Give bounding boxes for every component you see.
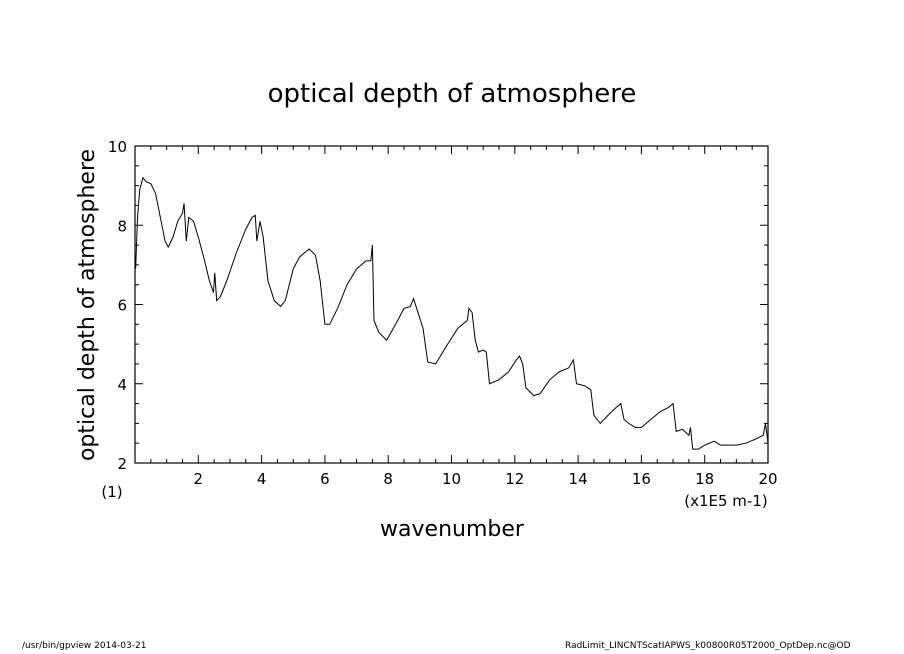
x-tick-label: 20 [758, 470, 777, 488]
x-tick-label: 8 [383, 470, 393, 488]
y-tick-label: 4 [117, 376, 127, 394]
plot-frame [134, 145, 769, 464]
x-tick-label: 18 [695, 470, 714, 488]
x-tick-label: 12 [505, 470, 524, 488]
footer-left: /usr/bin/gpview 2014-03-21 [22, 641, 147, 651]
y-tick-label: 2 [117, 455, 127, 473]
y-axis-label: optical depth of atmosphere [75, 149, 100, 461]
x-tick-label: 14 [569, 470, 588, 488]
chart-title: optical depth of atmosphere [268, 79, 637, 109]
x-tick-label: 16 [632, 470, 651, 488]
x-tick-labels: 2 4 6 8 10 12 14 16 18 20 [194, 470, 778, 488]
footer-right: RadLimit_LINCNTScatIAPWS_k00800R05T2000_… [565, 641, 851, 651]
x-axis-label: wavenumber [380, 517, 525, 542]
x-tick-label: 4 [257, 470, 267, 488]
y-tick-labels: 2 4 6 8 10 [108, 138, 127, 473]
y-tick-label: 6 [117, 297, 127, 315]
axis-ticks [134, 145, 769, 464]
x-tick-label: 6 [320, 470, 330, 488]
x-tick-label: 2 [194, 470, 204, 488]
series-line [135, 176, 769, 450]
y-tick-label: 8 [117, 217, 127, 235]
y-unit-label: (1) [101, 483, 122, 501]
x-unit-label: (x1E5 m-1) [684, 492, 767, 510]
y-tick-label: 10 [108, 138, 127, 156]
x-tick-label: 10 [442, 470, 461, 488]
